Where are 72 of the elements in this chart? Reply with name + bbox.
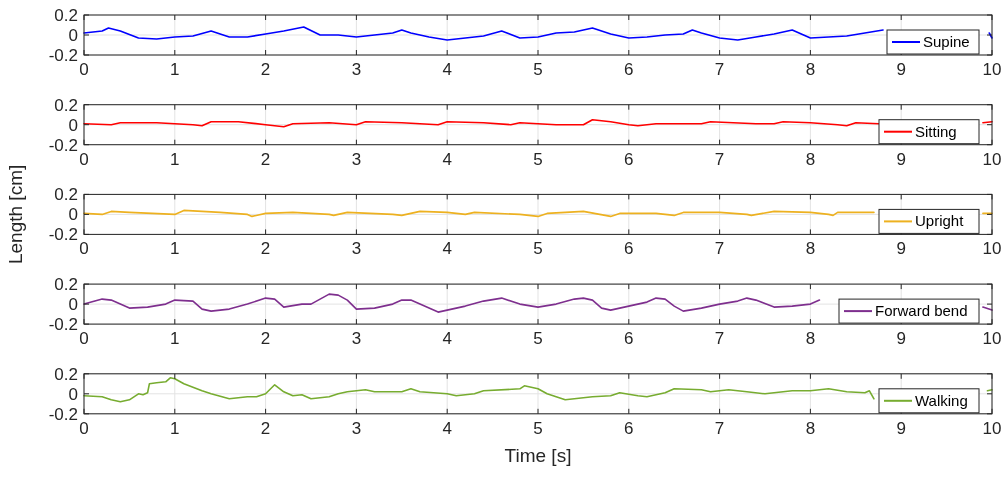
x-tick-label: 4	[442, 60, 452, 79]
x-tick-label: 8	[805, 329, 816, 349]
x-tick-label: 4	[442, 329, 452, 349]
x-tick-label: 5	[533, 329, 543, 349]
x-tick-label: 9	[896, 418, 906, 438]
y-tick-label: 0.2	[54, 364, 78, 384]
y-tick-label: 0	[68, 295, 78, 315]
x-tick-label: 2	[260, 329, 271, 349]
y-tick-label: -0.2	[48, 225, 78, 245]
x-tick-label: 3	[351, 239, 362, 259]
x-tick-label: 5	[533, 239, 543, 259]
x-tick-label: 6	[624, 418, 634, 438]
x-tick-label: 9	[896, 60, 906, 79]
x-tick-label: 10	[982, 329, 1002, 349]
x-tick-label: 9	[896, 239, 906, 259]
x-tick-label: 3	[351, 149, 362, 169]
x-tick-label: 10	[982, 239, 1002, 259]
x-tick-label: 1	[170, 149, 180, 169]
x-axis-title: Time [s]	[504, 444, 572, 466]
x-tick-label: 7	[714, 60, 725, 79]
x-tick-label: 1	[170, 239, 180, 259]
y-axis-title: Length [cm]	[5, 164, 26, 265]
x-tick-label: 3	[351, 418, 362, 438]
legend-label: Walking	[915, 391, 968, 409]
y-tick-label: 0.2	[54, 185, 78, 205]
y-tick-label: 0	[68, 26, 78, 45]
x-tick-label: 8	[805, 149, 816, 169]
x-tick-label: 7	[714, 418, 725, 438]
y-tick-label: 0	[68, 205, 78, 225]
x-tick-label: 10	[982, 149, 1002, 169]
legend-label: Supine	[923, 33, 970, 50]
x-tick-label: 7	[714, 329, 725, 349]
x-tick-label: 6	[624, 149, 634, 169]
y-tick-label: -0.2	[48, 46, 78, 65]
x-tick-label: 1	[170, 329, 180, 349]
x-tick-label: 3	[351, 329, 362, 349]
y-tick-label: 0.2	[54, 6, 78, 25]
y-tick-label: 0.2	[54, 95, 78, 115]
y-tick-label: -0.2	[48, 135, 78, 155]
legend-label: Upright	[915, 212, 965, 230]
x-tick-label: 7	[714, 149, 725, 169]
x-tick-label: 8	[805, 60, 816, 79]
x-tick-label: 2	[260, 239, 271, 259]
legend-label: Sitting	[915, 122, 957, 140]
x-tick-label: 6	[624, 239, 634, 259]
x-tick-label: 1	[170, 418, 180, 438]
x-tick-label: 6	[624, 60, 634, 79]
x-tick-label: 2	[260, 149, 271, 169]
x-tick-label: 6	[624, 329, 634, 349]
x-tick-label: 1	[170, 60, 180, 79]
x-tick-label: 5	[533, 60, 543, 79]
y-tick-label: -0.2	[48, 315, 78, 335]
x-tick-label: 10	[982, 418, 1002, 438]
x-tick-label: 4	[442, 149, 452, 169]
y-tick-label: 0	[68, 384, 78, 404]
x-tick-label: 5	[533, 149, 543, 169]
y-tick-label: 0.2	[54, 275, 78, 295]
x-tick-label: 7	[714, 239, 725, 259]
x-tick-label: 4	[442, 239, 452, 259]
x-tick-label: 2	[260, 418, 271, 438]
x-tick-label: 9	[896, 329, 906, 349]
x-tick-label: 3	[351, 60, 362, 79]
x-tick-label: 2	[260, 60, 271, 79]
x-tick-label: 8	[805, 418, 816, 438]
x-tick-label: 4	[442, 418, 452, 438]
x-tick-label: 5	[533, 418, 543, 438]
y-tick-label: 0	[68, 115, 78, 135]
legend-label: Forward bend	[875, 302, 968, 320]
x-tick-label: 10	[982, 60, 1002, 79]
x-tick-label: 8	[805, 239, 816, 259]
x-tick-label: 9	[896, 149, 906, 169]
y-tick-label: -0.2	[48, 404, 78, 424]
